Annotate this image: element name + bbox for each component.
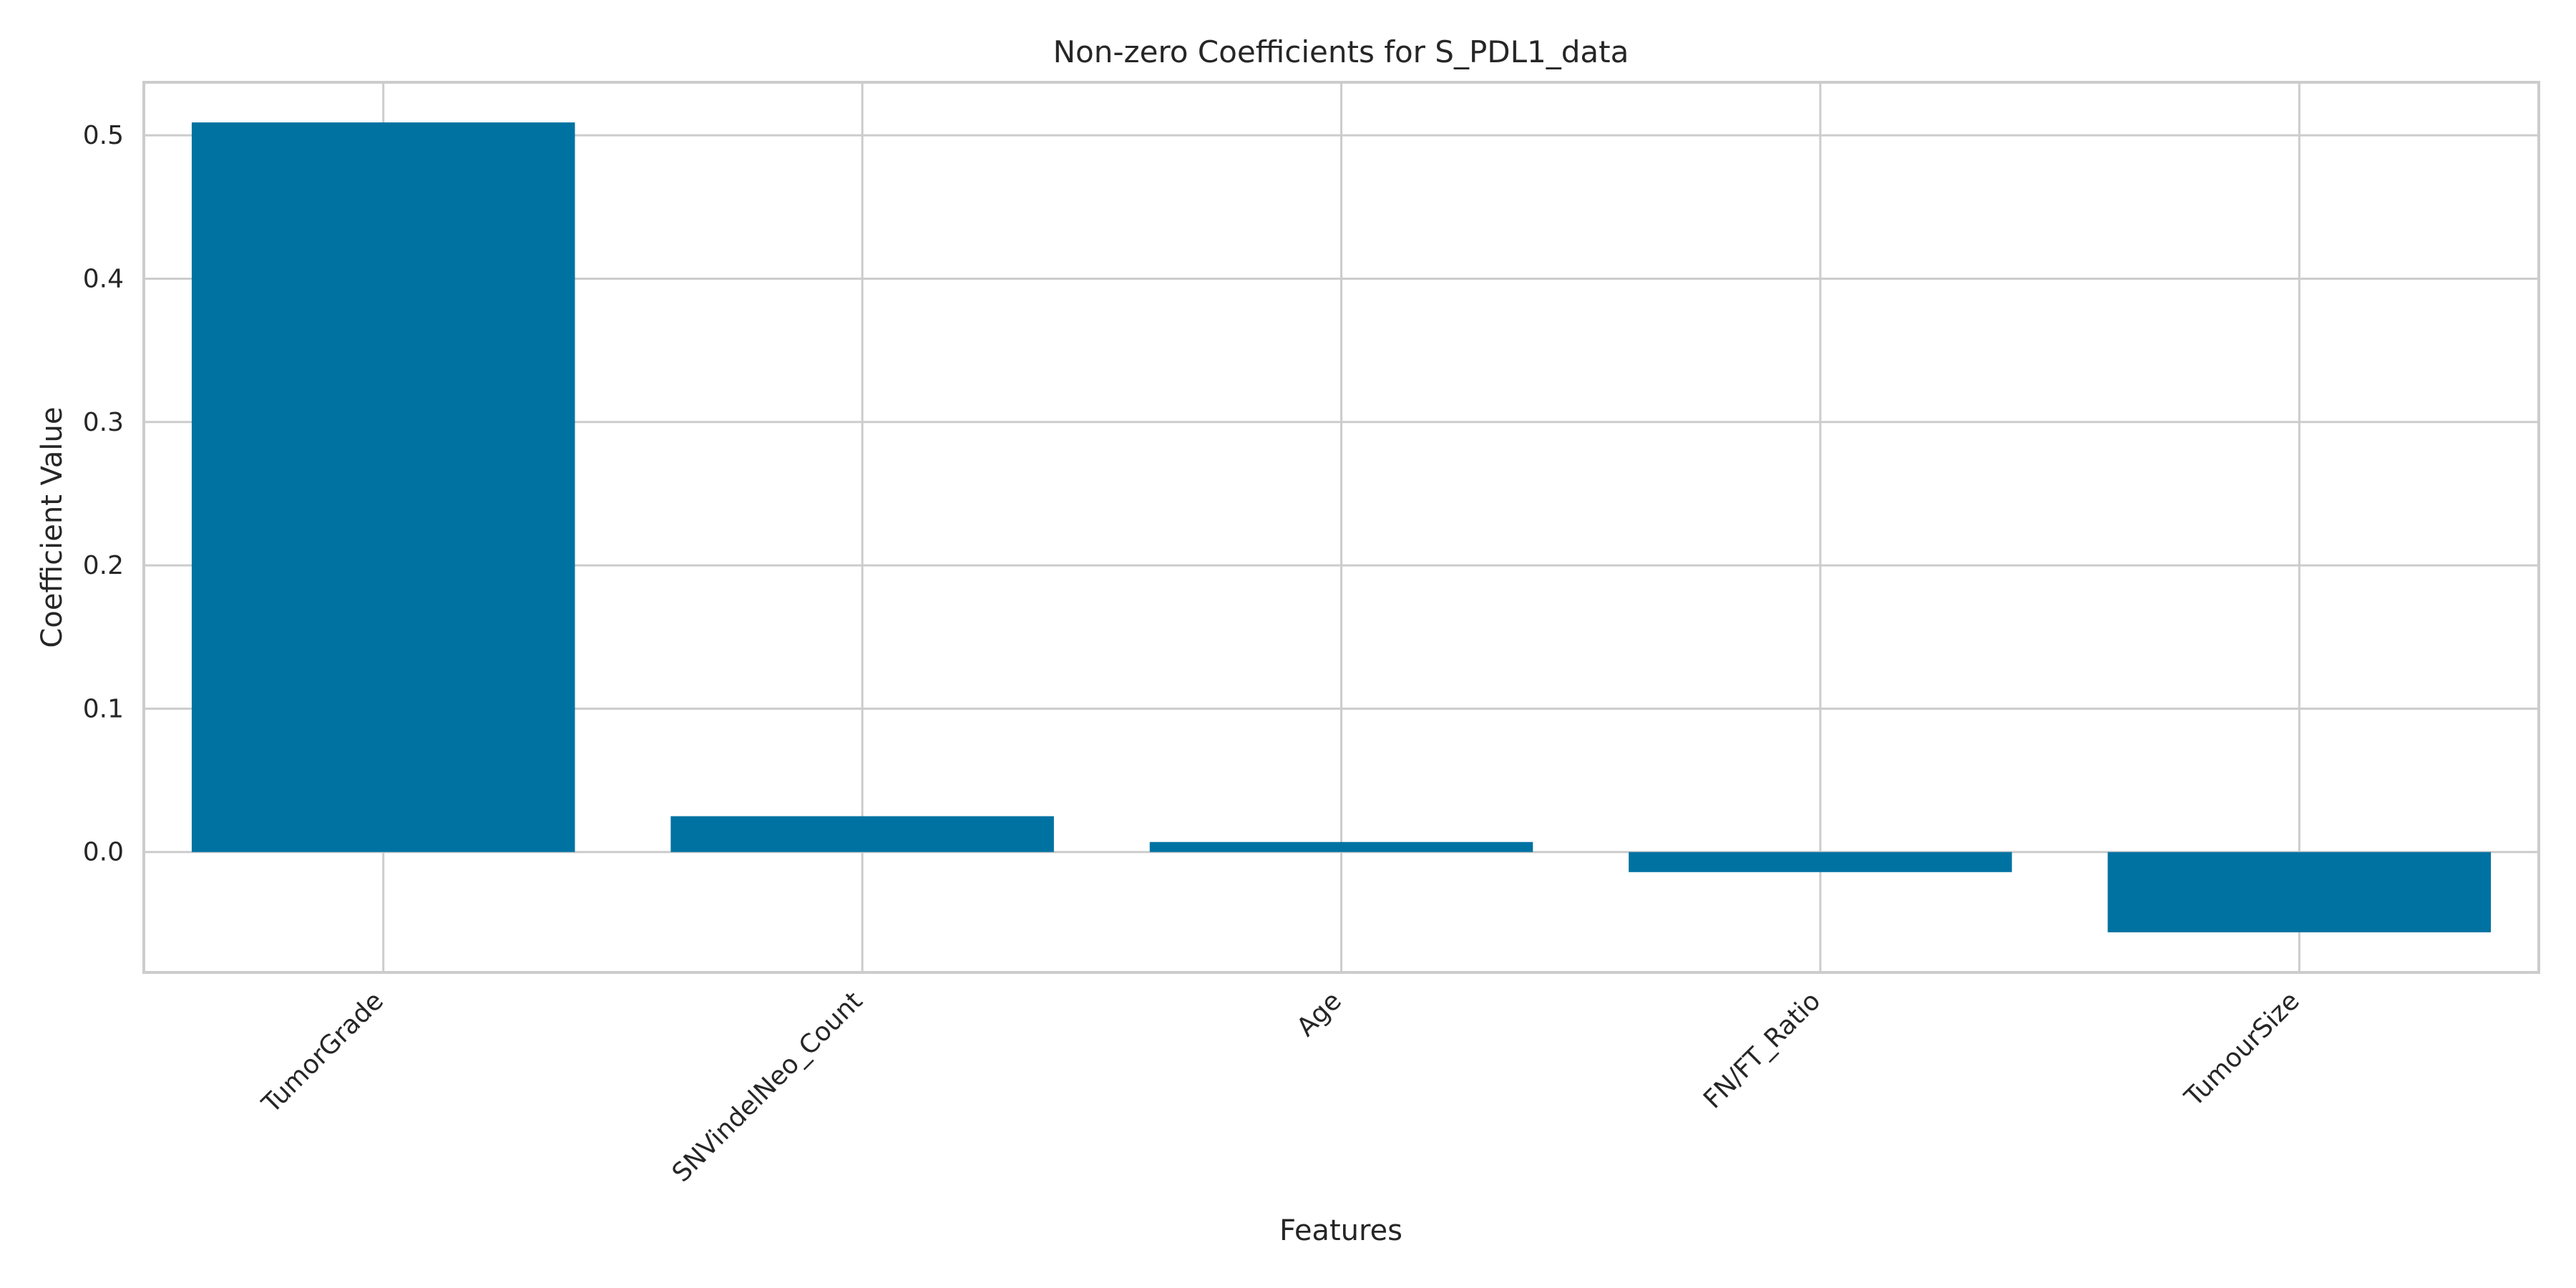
x-tick-label: TumourSize <box>2179 986 2306 1113</box>
x-tick-label: SNVindelNeo_Count <box>667 986 869 1188</box>
bar <box>2107 852 2492 932</box>
x-tick-label: FN/FT_Ratio <box>1698 986 1826 1114</box>
y-tick-label: 0.3 <box>83 408 124 437</box>
y-tick-label: 0.1 <box>83 694 124 723</box>
y-axis-label: Coefficient Value <box>36 407 69 648</box>
plot-frame <box>142 81 2540 974</box>
bar <box>670 816 1054 852</box>
y-tick-label: 0.0 <box>83 838 124 867</box>
y-tick-label: 0.5 <box>83 121 124 150</box>
y-tick-labels: 0.0 0.1 0.2 0.3 0.4 0.5 <box>83 121 124 867</box>
x-tick-label: Age <box>1292 986 1347 1042</box>
y-tick-label: 0.4 <box>83 264 124 293</box>
x-tick-labels: TumorGrade SNVindelNeo_Count Age FN/FT_Rati… <box>256 986 2306 1188</box>
x-axis-label: Features <box>1279 1214 1402 1247</box>
bar <box>191 122 575 852</box>
bar <box>1149 841 1533 852</box>
y-tick-label: 0.2 <box>83 551 124 580</box>
chart-title: Non-zero Coefficients for S_PDL1_data <box>1053 34 1629 69</box>
x-tick-label: TumorGrade <box>256 986 389 1119</box>
bar-layer <box>191 122 2492 932</box>
bar <box>1629 852 2012 872</box>
